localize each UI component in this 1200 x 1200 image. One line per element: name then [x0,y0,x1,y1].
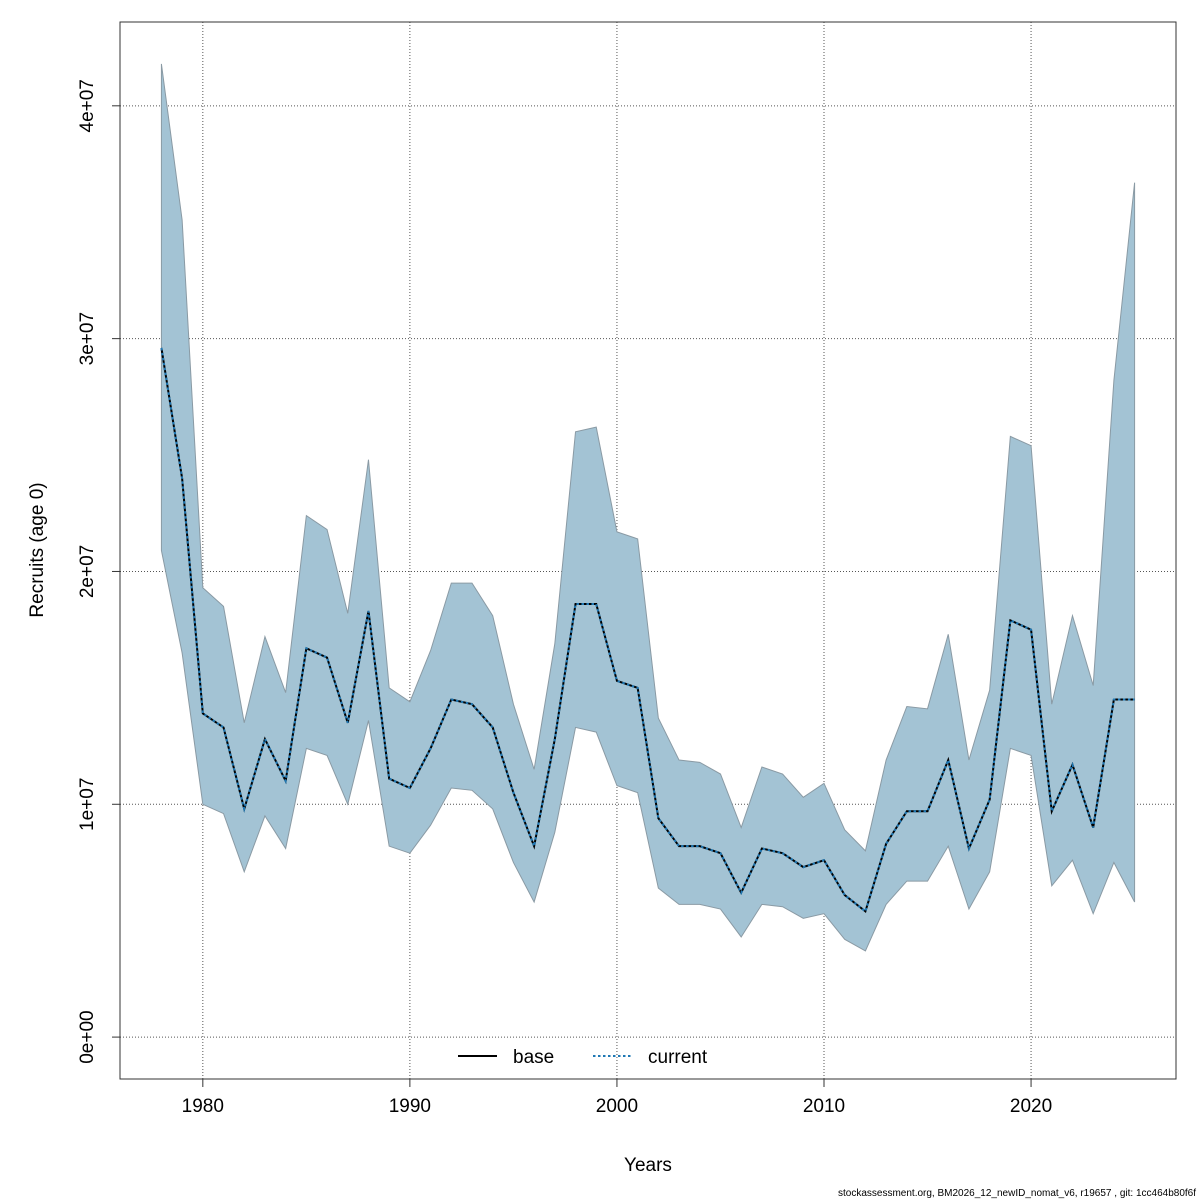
confidence-band [160,63,1136,952]
y-tick-label: 0e+00 [77,1010,98,1063]
x-tick-label: 1990 [389,1096,431,1117]
x-tick-label: 2020 [1010,1096,1052,1117]
y-tick-label: 3e+07 [77,312,98,365]
x-axis: 1980 1990 2000 2010 2020 [182,1078,1052,1117]
y-axis-label: Recruits (age 0) [27,482,48,617]
y-tick-label: 4e+07 [77,79,98,132]
x-tick-label: 2010 [803,1096,845,1117]
y-tick-label: 2e+07 [77,545,98,598]
legend-label-base: base [513,1047,554,1068]
x-axis-label: Years [624,1155,672,1176]
legend: base current [458,1047,708,1068]
footer-text: stockassessment.org, BM2026_12_newID_nom… [838,1188,1196,1199]
x-tick-label: 1980 [182,1096,224,1117]
legend-label-current: current [648,1047,708,1068]
y-tick-label: 1e+07 [77,778,98,831]
series-line-current [160,347,1135,914]
y-axis: 0e+00 1e+07 2e+07 3e+07 4e+07 [77,79,120,1064]
x-tick-label: 2000 [596,1096,638,1117]
